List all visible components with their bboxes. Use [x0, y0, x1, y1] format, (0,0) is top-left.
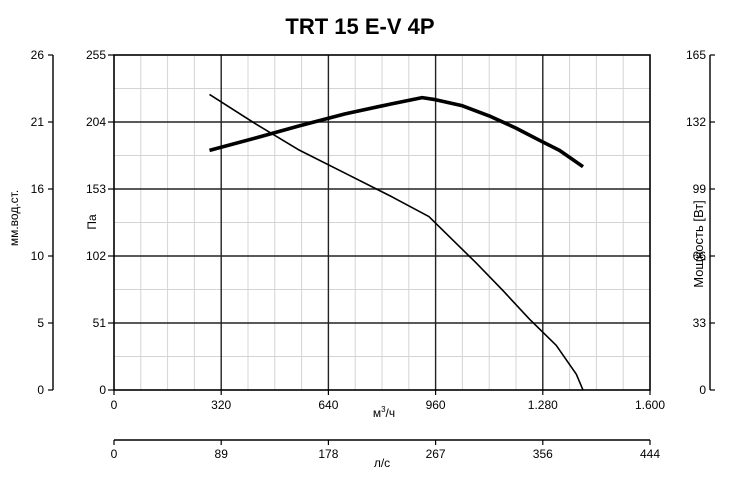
chart-title: TRT 15 E-V 4P: [285, 14, 434, 39]
tick-labels: 0 51 102 153 204 255 0 5 10 16 21 26 0 33 66 99 132 165 0 3…: [31, 48, 707, 461]
x-tick-label: 640: [318, 398, 338, 412]
left-outer-tick-label: 16: [31, 182, 45, 196]
right-axis-label: Мощность [Вт]: [691, 200, 706, 288]
left-outer-tick-label: 5: [37, 316, 44, 330]
power-curve: [209, 95, 585, 169]
axes: [48, 54, 715, 445]
x-tick-label: 1.600: [635, 398, 665, 412]
right-tick-label: 99: [693, 182, 707, 196]
curves: [209, 93, 585, 391]
axis-labels: м3/ч л/с Па мм.вод.ст. Мощность [Вт]: [7, 190, 706, 470]
x2-tick-label: 89: [215, 447, 229, 461]
y-tick-label: 255: [86, 48, 106, 62]
y-tick-label: 153: [86, 182, 106, 196]
y-tick-label: 102: [86, 249, 106, 263]
x-tick-label: 320: [211, 398, 231, 412]
x2-axis-label: л/с: [374, 456, 390, 470]
right-tick-label: 132: [686, 115, 706, 129]
y-tick-label: 51: [93, 316, 107, 330]
minor-grid: [114, 55, 650, 390]
major-grid: [114, 55, 650, 390]
x2-tick-label: 356: [533, 447, 553, 461]
right-tick-label: 0: [699, 383, 706, 397]
left-outer-tick-label: 26: [31, 48, 45, 62]
left-outer-tick-label: 21: [31, 115, 45, 129]
x2-tick-label: 0: [111, 447, 118, 461]
x2-tick-label: 178: [318, 447, 338, 461]
pressure-curve: [209, 93, 584, 391]
right-tick-label: 66: [693, 249, 707, 263]
x-tick-label: 0: [111, 398, 118, 412]
x-tick-label: 960: [426, 398, 446, 412]
plot-frame: [113, 54, 651, 391]
x-tick-label: 1.280: [528, 398, 558, 412]
right-tick-label: 33: [693, 316, 707, 330]
left-outer-axis-label: мм.вод.ст.: [7, 190, 21, 246]
y-tick-label: 0: [99, 383, 106, 397]
y-tick-label: 204: [86, 115, 106, 129]
left-outer-tick-label: 0: [37, 383, 44, 397]
right-tick-label: 165: [686, 48, 706, 62]
x-axis-label: м3/ч: [373, 405, 395, 420]
x2-tick-label: 267: [426, 447, 446, 461]
x2-tick-label: 444: [640, 447, 660, 461]
left-outer-tick-label: 10: [31, 249, 45, 263]
y-axis-label: Па: [85, 214, 99, 230]
